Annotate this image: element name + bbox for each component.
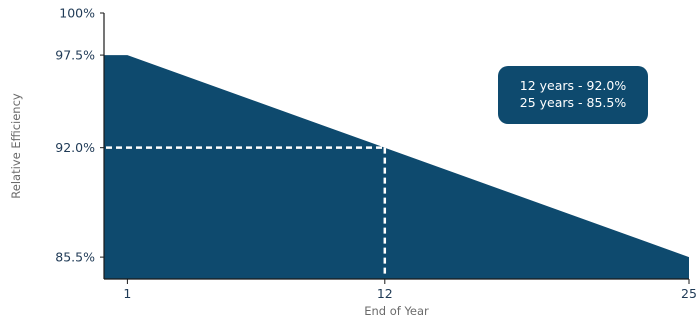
y-tick-label: 97.5% — [55, 48, 95, 63]
y-axis-title: Relative Efficiency — [9, 93, 23, 199]
x-tick-label: 25 — [681, 286, 697, 301]
callout-line-1: 12 years - 92.0% — [520, 78, 627, 93]
y-tick-label: 92.0% — [55, 140, 95, 155]
y-axis-ticks: 85.5% 92.0% 97.5% 100% — [55, 6, 104, 265]
x-axis-title: End of Year — [364, 304, 429, 318]
y-tick-label: 85.5% — [55, 250, 95, 265]
plot-area — [104, 55, 689, 279]
callout-line-2: 25 years - 85.5% — [520, 95, 627, 110]
x-tick-label: 12 — [377, 286, 393, 301]
y-tick-label: 100% — [59, 6, 95, 21]
callout: 12 years - 92.0% 25 years - 85.5% — [498, 66, 648, 124]
axes — [103, 13, 689, 280]
efficiency-area — [104, 55, 689, 279]
x-axis-ticks: 1 12 25 — [123, 279, 697, 301]
x-tick-label: 1 — [123, 286, 131, 301]
callout-box — [498, 66, 648, 124]
